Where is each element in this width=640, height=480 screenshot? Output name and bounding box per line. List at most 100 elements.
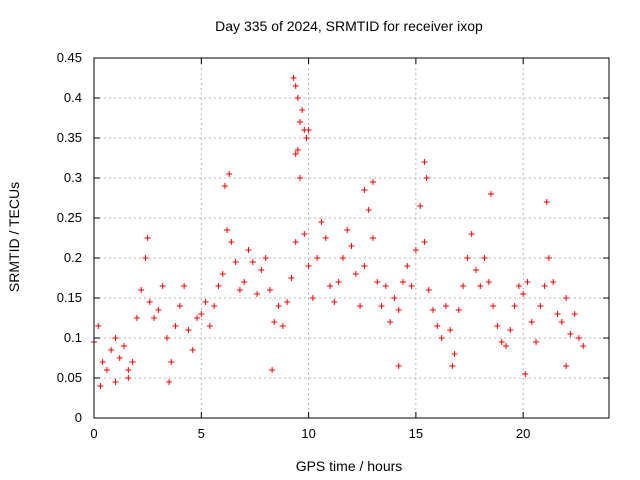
- data-point: [507, 327, 514, 333]
- data-point: [575, 335, 582, 341]
- data-point: [369, 179, 376, 185]
- data-point: [361, 263, 368, 269]
- data-point: [447, 327, 454, 333]
- data-points: [91, 75, 587, 389]
- data-point: [241, 279, 248, 285]
- data-point: [563, 363, 570, 369]
- data-point: [112, 335, 119, 341]
- data-point: [442, 303, 449, 309]
- y-tick-label: 0.1: [64, 330, 82, 345]
- data-point: [545, 255, 552, 261]
- data-point: [155, 307, 162, 313]
- data-point: [520, 291, 527, 297]
- gridlines: [94, 58, 609, 418]
- data-point: [494, 323, 501, 329]
- data-point: [206, 323, 213, 329]
- data-point: [408, 283, 415, 289]
- y-tick-label: 0.45: [57, 50, 82, 65]
- data-point: [129, 359, 136, 365]
- x-tick-label: 10: [301, 426, 315, 441]
- data-point: [292, 239, 299, 245]
- data-point: [490, 303, 497, 309]
- data-point: [524, 279, 531, 285]
- data-point: [339, 255, 346, 261]
- data-point: [125, 375, 132, 381]
- data-point: [369, 235, 376, 241]
- data-point: [198, 311, 205, 317]
- data-point: [144, 235, 151, 241]
- data-point: [417, 203, 424, 209]
- x-tick-label: 20: [516, 426, 530, 441]
- data-point: [176, 303, 183, 309]
- data-point: [438, 335, 445, 341]
- data-point: [567, 331, 574, 337]
- data-point: [434, 323, 441, 329]
- y-tick-labels: 0 0.05 0.1 0.15 0.2 0.25 0.3 0.35 0.4 0.45: [57, 50, 82, 425]
- data-point: [125, 367, 132, 373]
- data-point: [571, 311, 578, 317]
- x-tick-labels: 0 5 10 15 20: [90, 426, 530, 441]
- x-axis-label: GPS time / hours: [296, 458, 403, 474]
- data-point: [563, 295, 570, 301]
- data-point: [95, 323, 102, 329]
- data-point: [412, 247, 419, 253]
- data-point: [309, 295, 316, 301]
- data-point: [303, 135, 310, 141]
- data-point: [533, 339, 540, 345]
- data-point: [425, 287, 432, 293]
- data-point: [511, 303, 518, 309]
- data-point: [387, 319, 394, 325]
- data-point: [451, 351, 458, 357]
- data-point: [294, 95, 301, 101]
- data-point: [430, 307, 437, 313]
- data-point: [357, 303, 364, 309]
- data-point: [151, 315, 158, 321]
- y-tick-label: 0.15: [57, 290, 82, 305]
- y-tick-label: 0.05: [57, 370, 82, 385]
- data-point: [269, 367, 276, 373]
- data-point: [133, 315, 140, 321]
- data-point: [236, 287, 243, 293]
- x-tick-label: 0: [90, 426, 97, 441]
- data-point: [318, 219, 325, 225]
- data-point: [202, 299, 209, 305]
- data-point: [221, 183, 228, 189]
- y-tick-label: 0.2: [64, 250, 82, 265]
- data-point: [288, 275, 295, 281]
- data-point: [515, 283, 522, 289]
- data-point: [322, 235, 329, 241]
- data-point: [464, 255, 471, 261]
- y-tick-label: 0.4: [64, 90, 82, 105]
- y-tick-label: 0.35: [57, 130, 82, 145]
- data-point: [172, 323, 179, 329]
- data-point: [421, 159, 428, 165]
- data-point: [215, 283, 222, 289]
- data-point: [166, 379, 173, 385]
- data-point: [108, 347, 115, 353]
- data-point: [284, 299, 291, 305]
- data-point: [472, 267, 479, 273]
- data-point: [522, 371, 529, 377]
- data-point: [498, 339, 505, 345]
- data-point: [314, 255, 321, 261]
- y-axis-label: SRMTID / TECUs: [6, 182, 22, 292]
- data-point: [543, 199, 550, 205]
- data-point: [271, 319, 278, 325]
- data-point: [228, 239, 235, 245]
- data-point: [254, 291, 261, 297]
- data-point: [331, 299, 338, 305]
- data-point: [226, 171, 233, 177]
- data-point: [103, 367, 110, 373]
- data-point: [481, 255, 488, 261]
- data-point: [275, 303, 282, 309]
- data-point: [580, 343, 587, 349]
- data-point: [159, 283, 166, 289]
- data-point: [374, 279, 381, 285]
- data-point: [378, 303, 385, 309]
- data-point: [292, 83, 299, 89]
- plot-frame: [93, 57, 610, 419]
- data-point: [301, 231, 308, 237]
- data-point: [181, 283, 188, 289]
- data-point: [163, 335, 170, 341]
